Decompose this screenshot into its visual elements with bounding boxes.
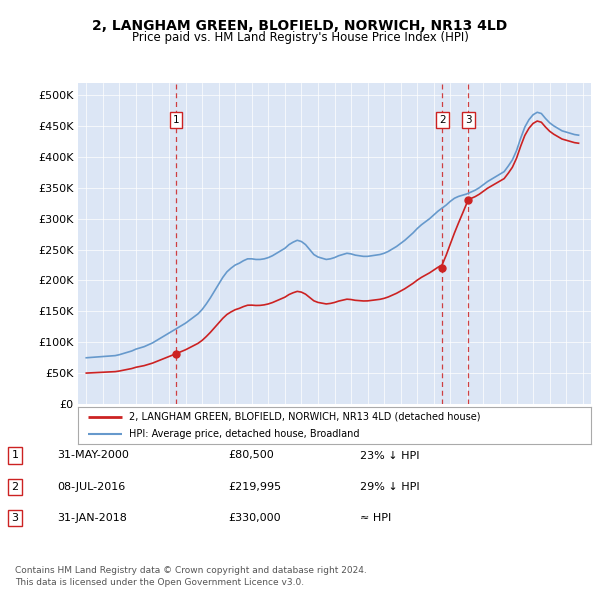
Text: 1: 1 <box>173 114 179 124</box>
Text: 2, LANGHAM GREEN, BLOFIELD, NORWICH, NR13 4LD: 2, LANGHAM GREEN, BLOFIELD, NORWICH, NR1… <box>92 19 508 33</box>
Text: 2, LANGHAM GREEN, BLOFIELD, NORWICH, NR13 4LD (detached house): 2, LANGHAM GREEN, BLOFIELD, NORWICH, NR1… <box>130 412 481 422</box>
Text: £219,995: £219,995 <box>228 482 281 491</box>
Text: ≈ HPI: ≈ HPI <box>360 513 391 523</box>
Text: 2: 2 <box>11 482 19 491</box>
Text: 29% ↓ HPI: 29% ↓ HPI <box>360 482 419 491</box>
Text: 1: 1 <box>11 451 19 460</box>
Text: 3: 3 <box>465 114 472 124</box>
Text: £80,500: £80,500 <box>228 451 274 460</box>
Text: HPI: Average price, detached house, Broadland: HPI: Average price, detached house, Broa… <box>130 429 360 439</box>
Text: 31-JAN-2018: 31-JAN-2018 <box>57 513 127 523</box>
Text: 23% ↓ HPI: 23% ↓ HPI <box>360 451 419 460</box>
Text: 3: 3 <box>11 513 19 523</box>
Text: 2: 2 <box>439 114 446 124</box>
Text: Price paid vs. HM Land Registry's House Price Index (HPI): Price paid vs. HM Land Registry's House … <box>131 31 469 44</box>
Text: £330,000: £330,000 <box>228 513 281 523</box>
Text: 08-JUL-2016: 08-JUL-2016 <box>57 482 125 491</box>
Text: 31-MAY-2000: 31-MAY-2000 <box>57 451 129 460</box>
Text: Contains HM Land Registry data © Crown copyright and database right 2024.
This d: Contains HM Land Registry data © Crown c… <box>15 566 367 587</box>
